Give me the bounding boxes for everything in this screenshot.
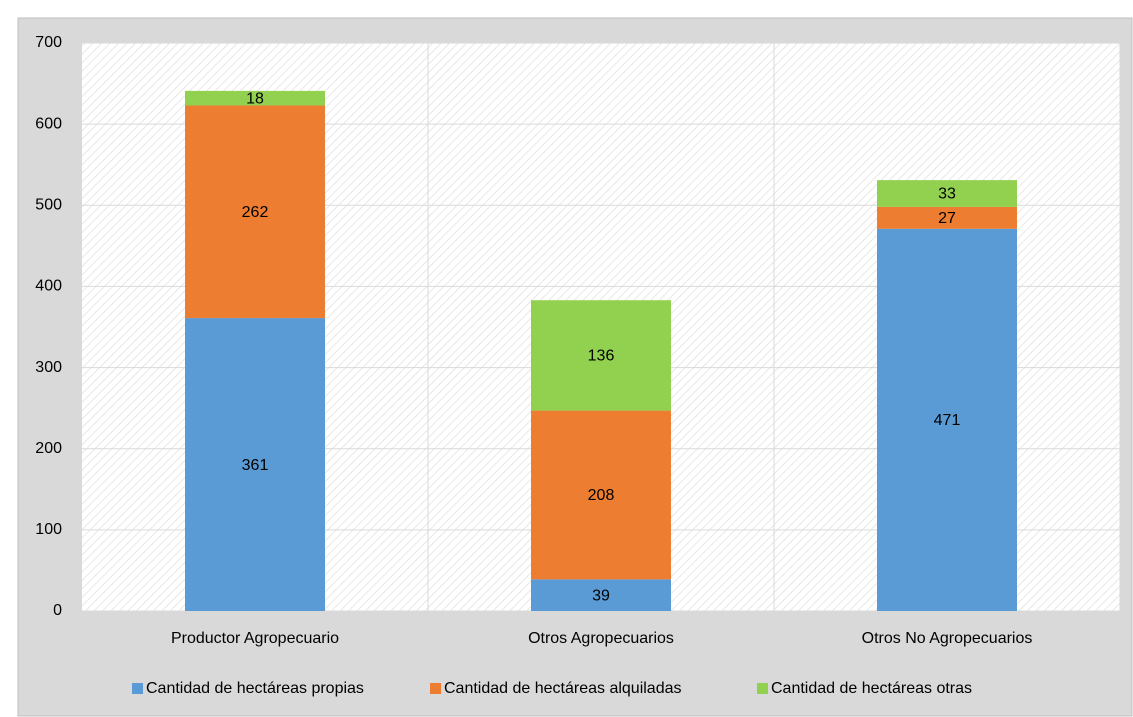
legend-swatch — [430, 683, 441, 694]
bar-segment — [185, 105, 325, 319]
legend-swatch — [132, 683, 143, 694]
y-tick-label: 600 — [35, 115, 62, 132]
y-tick-label: 300 — [35, 359, 62, 376]
data-label: 39 — [592, 587, 610, 604]
y-tick-label: 500 — [35, 197, 62, 214]
y-tick-label: 100 — [35, 521, 62, 538]
bar-segment — [877, 206, 1017, 229]
data-label: 33 — [938, 186, 956, 203]
bar-segment — [531, 579, 671, 611]
legend-label: Cantidad de hectáreas alquiladas — [444, 680, 682, 697]
x-tick-label: Otros Agropecuarios — [528, 630, 674, 647]
data-label: 262 — [242, 204, 269, 221]
y-tick-label: 700 — [35, 34, 62, 51]
legend-label: Cantidad de hectáreas otras — [771, 680, 972, 697]
y-tick-label: 400 — [35, 278, 62, 295]
bar-segment — [877, 180, 1017, 207]
bar-segment — [185, 318, 325, 611]
y-tick-label: 0 — [53, 602, 62, 619]
data-label: 361 — [242, 457, 269, 474]
y-tick-label: 200 — [35, 440, 62, 457]
data-label: 208 — [588, 487, 615, 504]
x-tick-label: Otros No Agropecuarios — [862, 630, 1033, 647]
data-label: 27 — [938, 210, 956, 227]
bar-segment — [531, 410, 671, 580]
x-tick-label: Productor Agropecuario — [171, 630, 339, 647]
legend-swatch — [757, 683, 768, 694]
bar-segment — [185, 90, 325, 106]
data-label: 136 — [588, 348, 615, 365]
data-label: 471 — [934, 412, 961, 429]
bar-segment — [877, 228, 1017, 611]
bar-segment — [531, 300, 671, 411]
data-label: 18 — [246, 90, 264, 107]
legend-label: Cantidad de hectáreas propias — [146, 680, 364, 697]
